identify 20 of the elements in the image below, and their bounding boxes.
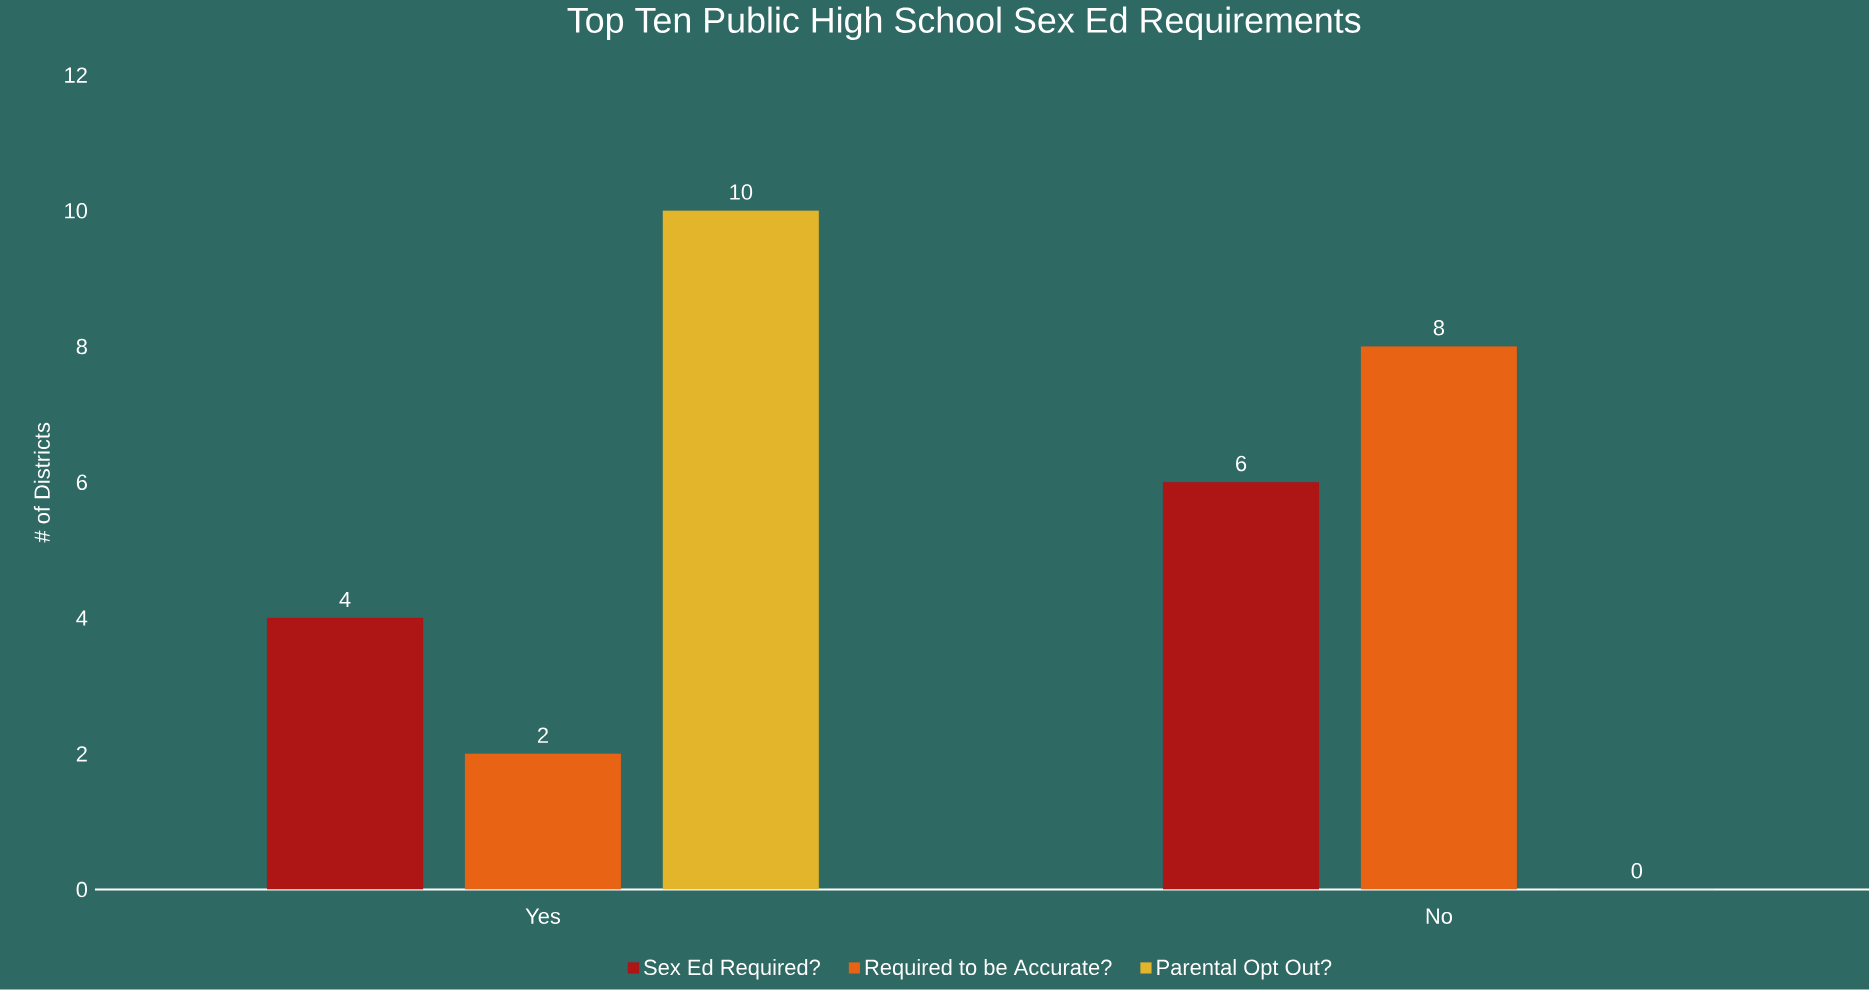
- y-tick-label: 4: [76, 610, 88, 626]
- x-tick-label: Yes: [525, 908, 561, 925]
- x-tick-label: No: [1426, 908, 1452, 925]
- data-label: 10: [730, 184, 753, 200]
- legend-label: Parental Opt Out?: [1157, 959, 1332, 980]
- data-label: 2: [537, 727, 548, 744]
- y-tick-label: 0: [76, 882, 88, 898]
- y-tick-label: 6: [76, 474, 87, 491]
- legend-label: Sex Ed Required?: [644, 959, 820, 980]
- y-axis-title: # of Districts: [33, 423, 50, 543]
- y-tick-label: 10: [65, 203, 88, 219]
- y-tick-label: 8: [76, 339, 87, 355]
- chart-title: Top Ten Public High School Sex Ed Requirements: [567, 6, 1361, 41]
- data-label: 6: [1236, 456, 1247, 472]
- data-label: 8: [1433, 320, 1445, 336]
- data-label: 4: [339, 592, 351, 608]
- data-label: 0: [1631, 863, 1643, 879]
- y-tick-label: 12: [65, 67, 87, 83]
- y-tick-label: 2: [76, 746, 87, 762]
- legend-label: Required to be Accurate?: [865, 959, 1112, 980]
